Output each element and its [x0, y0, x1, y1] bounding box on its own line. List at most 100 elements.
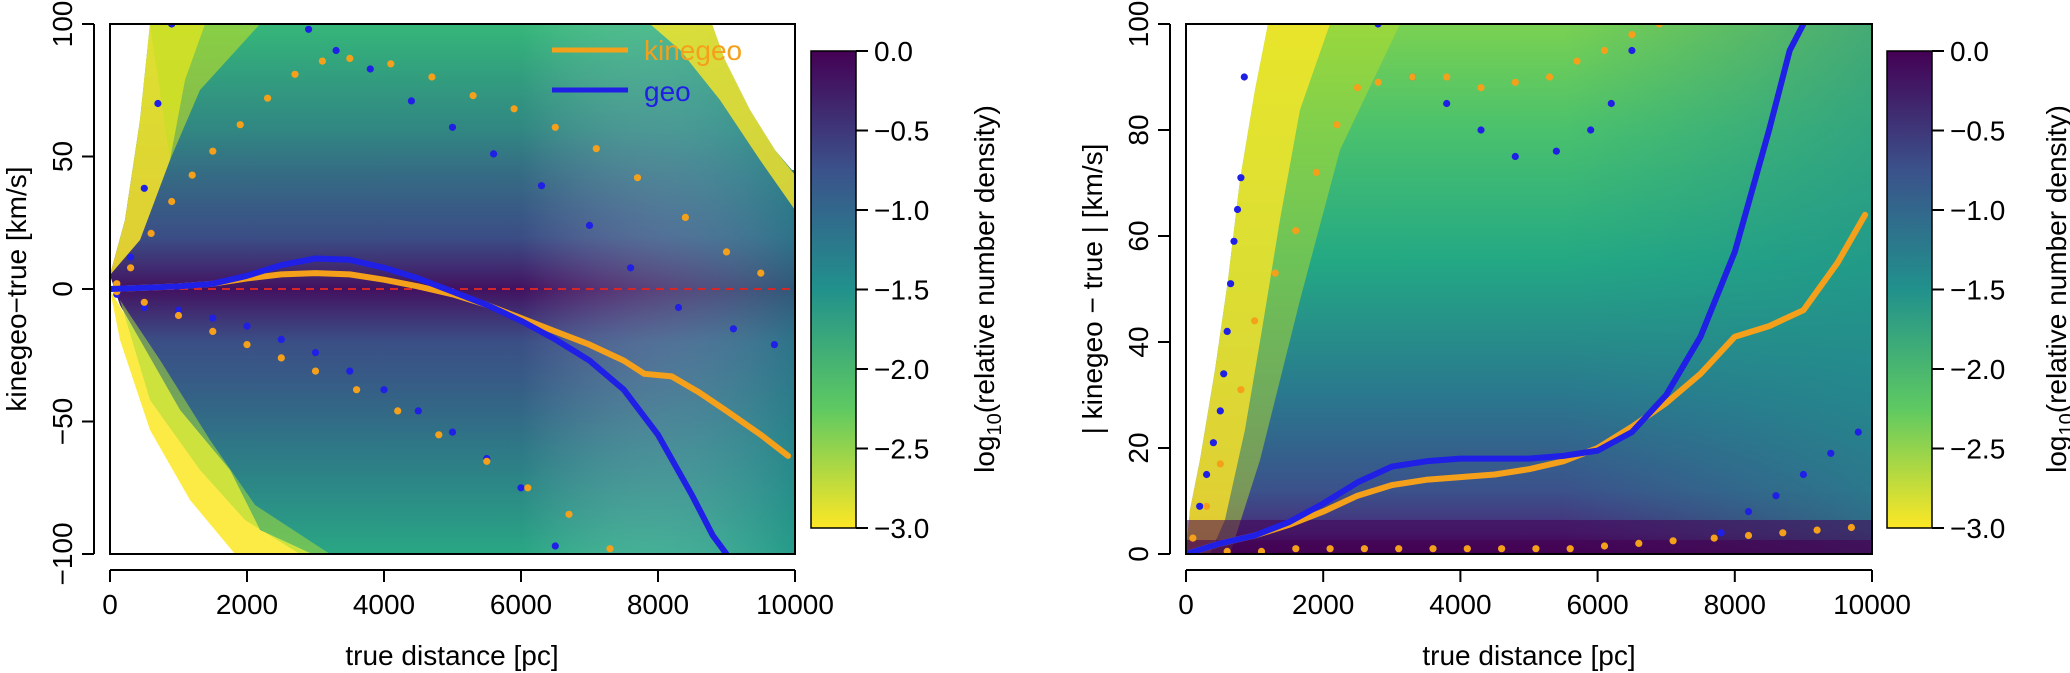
left-kinegeo-upper-point — [264, 94, 272, 102]
right-kinegeo-lower-point — [1779, 529, 1787, 537]
right-y-tick-label: 0 — [1123, 546, 1154, 562]
left-kinegeo-upper-point — [510, 105, 518, 113]
legend-geo-label: geo — [644, 76, 691, 107]
right-kinegeo-lower-point — [1429, 545, 1437, 553]
left-kinegeo-upper-point — [127, 264, 135, 272]
right-geo-lower-point — [1799, 470, 1807, 479]
left-y-tick-label: 0 — [47, 281, 78, 297]
left-colorbar-tick-label: −1.0 — [874, 195, 929, 226]
left-geo-upper-point — [537, 182, 546, 190]
left-geo-upper-point — [407, 97, 415, 105]
right-kinegeo-upper-point — [1511, 78, 1519, 86]
left-x-tick-label: 10000 — [756, 589, 834, 620]
right-geo-lower-point — [1717, 529, 1725, 537]
left-geo-upper-point — [332, 46, 340, 55]
right-geo-upper-point — [1220, 370, 1228, 378]
right-colorbar-label-prefix: log — [2041, 436, 2070, 473]
left-kinegeo-lower-point — [606, 545, 614, 553]
right-colorbar-tick-label: −1.5 — [1950, 275, 2005, 306]
right-chart: 0 2000 4000 6000 8000 10000 0 20 40 60 80 100 true… — [1077, 1, 2070, 671]
left-kinegeo-lower-point — [209, 327, 217, 335]
left-colorbar-gradient — [810, 50, 857, 529]
left-geo-upper-point — [127, 253, 135, 261]
left-geo-lower-point — [209, 314, 217, 322]
legend-kinegeo-label: kinegeo — [644, 35, 742, 66]
left-kinegeo-lower-point — [174, 311, 183, 320]
right-colorbar-tick-label: −2.0 — [1950, 354, 2005, 385]
right-kinegeo-upper-point — [1374, 78, 1382, 86]
right-kinegeo-lower-point — [1566, 545, 1574, 553]
left-colorbar-label-prefix: log — [969, 436, 1000, 473]
right-kinegeo-lower-point — [1395, 545, 1403, 553]
right-colorbar-ticks: 0.0 −0.5 −1.0 −1.5 −2.0 −2.5 −3.0 — [1932, 36, 2005, 544]
right-geo-upper-point — [1240, 73, 1248, 81]
right-plot-frame — [1185, 23, 1873, 555]
left-geo-lower-point — [311, 349, 320, 357]
right-kinegeo-upper-point — [1271, 269, 1279, 277]
right-kinegeo-upper-point — [1353, 84, 1362, 92]
left-geo-upper-point — [154, 99, 162, 108]
right-kinegeo-lower-point — [1710, 534, 1718, 542]
right-geo-upper-point — [1230, 237, 1238, 245]
left-kinegeo-upper-point — [291, 70, 299, 78]
right-geo-upper-point — [1216, 407, 1224, 415]
right-kinegeo-upper-point — [1203, 502, 1211, 510]
right-y-tick-label: 100 — [1123, 1, 1154, 48]
right-kinegeo-lower-point — [1635, 539, 1643, 548]
right-geo-upper-point — [1223, 327, 1231, 335]
left-geo-upper-point — [448, 123, 457, 131]
right-x-tick-label: 4000 — [1429, 589, 1491, 620]
left-geo-lower-point — [551, 542, 559, 550]
right-colorbar-tick-label: −1.0 — [1950, 195, 2005, 226]
right-kinegeo-lower-point — [1463, 545, 1471, 553]
right-geo-upper-point — [1203, 470, 1211, 479]
left-x-tick-label: 8000 — [627, 589, 689, 620]
right-geo-lower-point — [1854, 428, 1862, 436]
left-chart: 0 2000 4000 6000 8000 10000 −100 −50 0 50 100 tru… — [1, 1, 1006, 671]
left-colorbar: 0.0 −0.5 −1.0 −1.5 −2.0 −2.5 −3.0 log10(relati… — [810, 36, 1006, 544]
left-kinegeo-lower-point — [140, 298, 148, 306]
left-colorbar-ticks: 0.0 −0.5 −1.0 −1.5 −2.0 −2.5 −3.0 — [856, 36, 929, 544]
left-colorbar-tick-label: 0.0 — [874, 36, 913, 67]
right-x-tick-label: 2000 — [1292, 589, 1354, 620]
right-y-tick-label: 80 — [1123, 114, 1154, 145]
right-geo-upper-point — [1443, 99, 1451, 108]
right-kinegeo-upper-point — [1292, 227, 1300, 235]
right-kinegeo-upper-point — [1573, 57, 1581, 65]
left-y-tick-label: 50 — [47, 141, 78, 172]
right-kinegeo-lower-point — [1223, 547, 1231, 554]
right-geo-lower-point — [1827, 449, 1835, 457]
left-kinegeo-upper-point — [551, 123, 559, 131]
right-colorbar-tick-label: −0.5 — [1950, 116, 2005, 147]
left-geo-upper-point — [140, 184, 148, 192]
left-geo-upper-point — [627, 264, 635, 272]
right-geo-upper-point — [1628, 46, 1636, 55]
left-kinegeo-lower-point — [435, 431, 443, 439]
right-y-tick-label: 60 — [1123, 220, 1154, 251]
left-kinegeo-lower-point — [394, 407, 402, 415]
left-x-axis: 0 2000 4000 6000 8000 10000 — [102, 569, 834, 620]
left-geo-lower-point — [174, 306, 183, 314]
left-density-map — [110, 24, 795, 554]
right-kinegeo-upper-point — [1546, 73, 1554, 81]
left-series-group — [110, 24, 792, 554]
right-kinegeo-lower-point — [1498, 545, 1506, 553]
right-kinegeo-upper-point — [1251, 317, 1259, 325]
left-kinegeo-lower-point — [524, 484, 532, 492]
left-kinegeo-upper-point — [757, 269, 765, 277]
left-x-tick-label: 4000 — [353, 589, 415, 620]
left-geo-upper-point — [305, 25, 313, 33]
right-colorbar-tick-label: 0.0 — [1950, 36, 1989, 67]
left-x-tick-label: 6000 — [490, 589, 552, 620]
left-kinegeo-lower-point — [483, 457, 491, 465]
right-geo-upper-point — [1477, 126, 1485, 134]
right-kinegeo-upper-point — [1600, 46, 1609, 55]
left-x-tick-label: 0 — [102, 589, 118, 620]
left-kinegeo-upper-point — [168, 197, 176, 206]
left-kinegeo-upper-point — [188, 171, 196, 179]
right-kinegeo-upper-point — [1443, 73, 1451, 81]
right-geo-upper-point — [1227, 280, 1235, 288]
left-geo-lower-point — [277, 335, 285, 343]
right-geo-lower-point — [1772, 492, 1780, 500]
